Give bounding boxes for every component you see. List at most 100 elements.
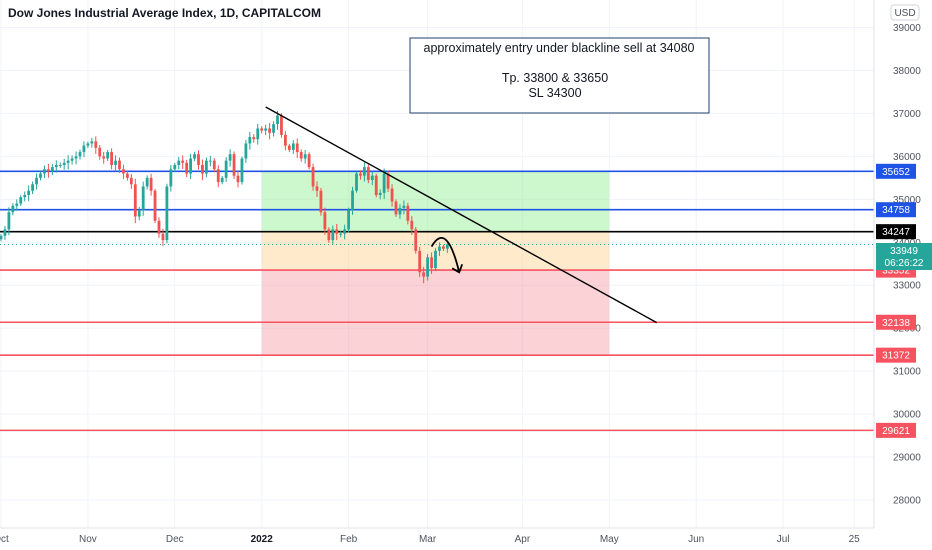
candle-body [323, 212, 327, 230]
candle-body [248, 137, 252, 144]
candle-body [27, 190, 31, 196]
candle-body [363, 167, 366, 176]
currency-badge[interactable] [890, 4, 920, 21]
candle-body [256, 128, 260, 140]
candle-body [351, 190, 354, 211]
candle-body [295, 143, 299, 153]
time-scale[interactable]: Oct Nov Dec 2022 Feb Mar Apr May Jun Jul 25 [0, 527, 874, 550]
drawings[interactable] [265, 106, 658, 324]
x-tick-label: Nov [79, 534, 97, 545]
x-axis-ticks: Oct Nov Dec 2022 Feb Mar Apr May Jun Jul 25 [0, 534, 860, 545]
chart-title: Dow Jones Industrial Average Index, 1D, … [8, 6, 321, 20]
stop-zone [261, 270, 610, 356]
arrow-head-icon [451, 264, 464, 274]
candle-body [339, 233, 343, 235]
candle-body [370, 175, 374, 180]
candle-body [74, 156, 78, 159]
candle-body [122, 169, 125, 174]
annotation-line-2: Tp. 33800 & 33650 [502, 71, 608, 85]
candle-body [434, 250, 437, 269]
y-tick-label: 39000 [893, 23, 921, 34]
candle-body [149, 177, 153, 191]
x-tick-label: Feb [340, 534, 358, 545]
x-tick-label: 25 [849, 534, 861, 545]
price-level-badge [876, 314, 916, 330]
candle-body [390, 188, 394, 202]
trendline[interactable] [265, 106, 658, 324]
candle-body [98, 147, 102, 157]
x-tick-label: May [600, 534, 619, 545]
x-tick-label: Mar [419, 534, 437, 545]
candle-body [410, 220, 414, 230]
price-level-badge [876, 347, 916, 363]
horizontal-levels[interactable] [0, 170, 874, 432]
candle-body [224, 160, 228, 178]
candle-body [291, 143, 295, 150]
candle-body [106, 152, 110, 159]
candle-body [394, 201, 398, 215]
candle-body [7, 212, 11, 230]
annotation-box[interactable]: approximately entry under blackline sell… [409, 37, 710, 114]
price-level-badge [876, 163, 916, 179]
candle-body [11, 205, 15, 213]
candle-body [185, 162, 189, 174]
y-tick-label: 35000 [893, 195, 921, 206]
candle-body [23, 195, 27, 198]
price-level-label: 31372 [882, 351, 910, 362]
candle-body [272, 124, 275, 133]
x-tick-label: Dec [166, 534, 184, 545]
candle-body [177, 160, 181, 165]
candle-body [78, 152, 82, 157]
candle-body [260, 128, 264, 131]
x-tick-label: 2022 [251, 534, 274, 545]
price-scale[interactable]: 2800029000300003100032000330003400035000… [873, 0, 932, 528]
candle-body [327, 229, 331, 241]
price-level-label: 35652 [882, 167, 910, 178]
candle-body [268, 128, 271, 133]
candles [0, 110, 449, 284]
y-tick-label: 29000 [893, 453, 921, 464]
candle-body [137, 210, 141, 217]
candle-body [43, 169, 46, 174]
candle-body [284, 134, 287, 146]
candle-body [90, 141, 94, 144]
candle-body [126, 173, 129, 178]
candle-body [406, 205, 410, 221]
y-tick-label: 31000 [893, 367, 921, 378]
y-tick-label: 36000 [893, 152, 921, 163]
price-level-badge [876, 422, 916, 438]
candle-body [331, 229, 335, 241]
candle-body [169, 169, 173, 187]
candle-body [236, 175, 240, 183]
candle-body [252, 137, 256, 140]
candle-body [359, 173, 362, 176]
price-level-label: 29621 [882, 426, 910, 437]
candle-body [165, 186, 169, 241]
x-tick-label: Oct [0, 534, 9, 545]
candle-body [153, 190, 157, 221]
candle-body [335, 229, 339, 234]
candle-body [422, 272, 426, 277]
candle-body [212, 160, 216, 170]
candle-body [319, 190, 323, 213]
candle-body [3, 229, 7, 236]
candle-body [50, 167, 54, 172]
candle-body [54, 164, 58, 168]
candle-body [197, 154, 200, 165]
candle-body [414, 229, 418, 251]
price-level-badge [876, 202, 916, 218]
current-price-badge [876, 243, 932, 270]
annotation-line-1: approximately entry under blackline sell… [424, 41, 695, 55]
candle-body [205, 160, 208, 174]
y-tick-label: 37000 [893, 109, 921, 120]
candle-body [62, 162, 66, 165]
curved-arrow[interactable] [430, 237, 461, 273]
candle-body [216, 169, 220, 183]
candle-body [438, 246, 441, 251]
candle-body [232, 154, 236, 176]
y-tick-label: 33000 [893, 281, 921, 292]
candle-body [347, 210, 350, 230]
candle-body [280, 115, 283, 135]
candle-body [307, 154, 311, 168]
